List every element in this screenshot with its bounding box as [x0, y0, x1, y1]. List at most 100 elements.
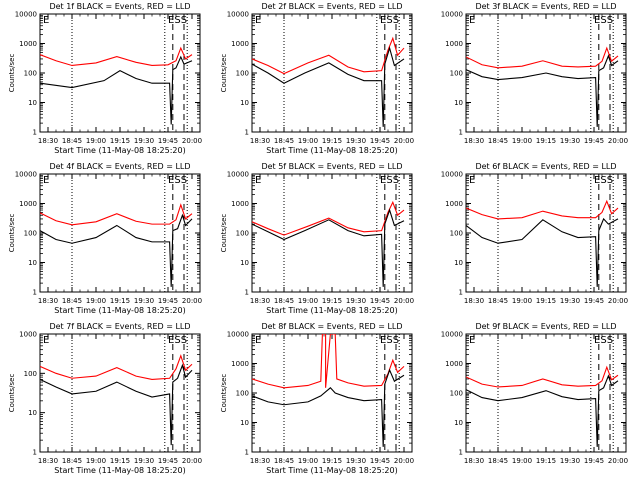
x-tick-label: 19:30: [560, 137, 580, 145]
annotation-s: S: [181, 335, 187, 346]
y-axis-label: Counts/sec: [8, 374, 16, 413]
y-tick-label: 100: [24, 70, 37, 78]
x-tick-label: 19:15: [110, 137, 130, 145]
annotation-e: E: [43, 175, 49, 186]
x-tick-label: 19:30: [346, 297, 366, 305]
y-tick-label: 100: [450, 390, 463, 398]
panel-det-7: Det 7f BLACK = Events, RED = LLD 1 10 100 10…: [8, 322, 202, 475]
x-tick-label: 19:45: [370, 457, 390, 465]
x-tick-label: 19:15: [536, 457, 556, 465]
y-tick-label: 10: [454, 419, 463, 427]
series-line-lld: [40, 203, 193, 226]
series-line-lld: [40, 354, 193, 380]
annotation-e: E: [380, 335, 386, 346]
annotation-e: E: [380, 175, 386, 186]
y-tick-label: 100: [450, 70, 463, 78]
x-tick-label: 20:00: [182, 297, 202, 305]
series-line-events: [466, 374, 619, 447]
series-line-lld: [252, 36, 405, 75]
x-tick-label: 19:45: [370, 297, 390, 305]
plot-frame: [39, 333, 201, 453]
x-tick-label: 18:30: [464, 297, 484, 305]
y-tick-label: 10000: [15, 171, 37, 179]
x-tick-label: 20:00: [182, 457, 202, 465]
panel-title: Det 9f BLACK = Events, RED = LLD: [475, 322, 616, 331]
annotation-e: E: [43, 15, 49, 26]
series-line-lld: [40, 46, 193, 67]
x-tick-label: 18:30: [250, 137, 270, 145]
x-tick-label: 19:15: [536, 297, 556, 305]
annotation-s: S: [386, 15, 392, 26]
x-axis-label: Start Time (11-May-08 18:25:20): [266, 306, 397, 315]
x-tick-label: 19:45: [584, 457, 604, 465]
series-line-lld: [466, 199, 619, 220]
annotation-e: E: [255, 175, 261, 186]
x-tick-label: 19:00: [512, 457, 532, 465]
y-tick-label: 1: [459, 449, 463, 457]
x-tick-label: 18:45: [274, 297, 294, 305]
x-tick-label: 19:30: [134, 297, 154, 305]
annotation-s: S: [174, 335, 180, 346]
y-axis-label: Counts/sec: [220, 374, 228, 413]
annotation-e: E: [594, 175, 600, 186]
series-line-events: [252, 46, 405, 127]
annotation-s: S: [174, 175, 180, 186]
y-tick-label: 1: [33, 129, 37, 137]
panel-title: Det 4f BLACK = Events, RED = LLD: [49, 162, 190, 171]
panel-det-1: Det 1f BLACK = Events, RED = LLD 1 10 100 10…: [8, 2, 202, 155]
annotation-s: S: [600, 335, 606, 346]
y-tick-label: 1: [245, 129, 249, 137]
panel-det-8: Det 8f BLACK = Events, RED = LLD 1 10 100 10…: [220, 322, 414, 475]
y-tick-label: 10000: [441, 11, 463, 19]
y-tick-label: 100: [236, 70, 249, 78]
x-tick-label: 19:00: [86, 137, 106, 145]
plot-frame: [39, 173, 201, 293]
y-tick-label: 10: [240, 419, 249, 427]
y-tick-label: 1000: [231, 40, 249, 48]
annotation-e: E: [168, 15, 174, 26]
annotation-s: S: [393, 335, 399, 346]
y-tick-label: 10: [28, 409, 37, 417]
annotation-e: E: [380, 15, 386, 26]
x-tick-label: 19:30: [346, 457, 366, 465]
x-tick-label: 19:30: [560, 457, 580, 465]
y-tick-label: 1000: [445, 360, 463, 368]
y-tick-label: 10: [454, 99, 463, 107]
annotation-e: E: [594, 335, 600, 346]
series-line-lld: [252, 200, 405, 236]
x-tick-label: 20:00: [608, 137, 628, 145]
y-axis-label: Counts/sec: [220, 214, 228, 253]
x-axis-label: Start Time (11-May-08 18:25:20): [54, 466, 185, 475]
x-tick-label: 20:00: [182, 137, 202, 145]
y-tick-label: 1000: [231, 200, 249, 208]
y-tick-label: 10: [240, 99, 249, 107]
annotation-s: S: [607, 15, 613, 26]
x-tick-label: 18:45: [488, 137, 508, 145]
y-tick-label: 10000: [441, 331, 463, 339]
annotation-s: S: [607, 335, 613, 346]
panel-det-2: Det 2f BLACK = Events, RED = LLD 1 10 100 10…: [220, 2, 414, 155]
series-line-events: [466, 54, 619, 127]
x-tick-label: 19:00: [298, 457, 318, 465]
y-tick-label: 10000: [441, 171, 463, 179]
x-tick-label: 19:45: [370, 137, 390, 145]
x-tick-label: 18:30: [38, 457, 58, 465]
y-axis-label: Counts/sec: [8, 214, 16, 253]
y-tick-label: 10: [454, 259, 463, 267]
x-tick-label: 19:15: [536, 137, 556, 145]
panel-title: Det 7f BLACK = Events, RED = LLD: [49, 322, 190, 331]
annotation-s: S: [386, 335, 392, 346]
x-tick-label: 19:15: [110, 297, 130, 305]
y-tick-label: 100: [236, 390, 249, 398]
x-tick-label: 18:45: [488, 297, 508, 305]
x-tick-label: 19:30: [134, 457, 154, 465]
annotation-e: E: [43, 335, 49, 346]
x-tick-label: 19:00: [298, 137, 318, 145]
panel-title: Det 3f BLACK = Events, RED = LLD: [475, 2, 616, 11]
x-tick-label: 20:00: [608, 297, 628, 305]
y-tick-label: 10: [28, 99, 37, 107]
x-tick-label: 19:30: [134, 137, 154, 145]
annotation-e: E: [255, 335, 261, 346]
x-tick-label: 19:45: [158, 137, 178, 145]
